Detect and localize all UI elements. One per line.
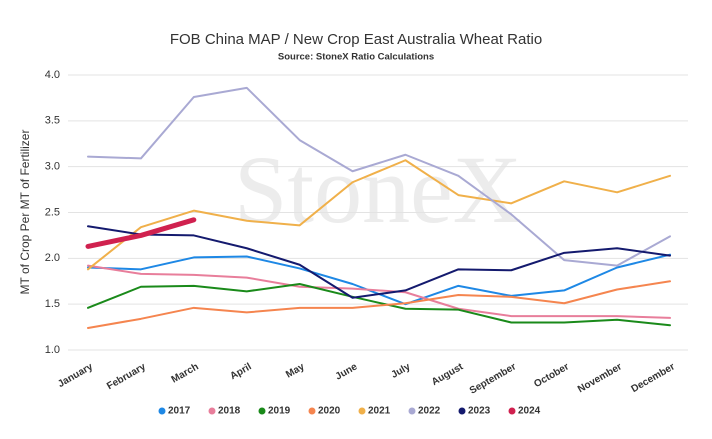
legend-swatch <box>408 407 416 415</box>
series-line <box>87 159 671 271</box>
x-tick-label: May <box>284 361 307 380</box>
legend-label: 2023 <box>468 406 491 417</box>
x-tick-label: April <box>228 361 253 382</box>
legend-label: 2018 <box>218 406 241 417</box>
legend-swatch <box>258 407 266 415</box>
y-tick-label: 3.0 <box>45 161 60 173</box>
legend-swatch <box>158 407 166 415</box>
y-tick-label: 1.5 <box>45 298 60 310</box>
series-line <box>87 280 671 329</box>
x-tick-label: March <box>170 361 201 385</box>
legend-swatch <box>508 407 516 415</box>
chart-title: FOB China MAP / New Crop East Australia … <box>170 31 542 48</box>
y-tick-label: 1.0 <box>45 344 60 356</box>
x-tick-label: December <box>629 361 676 395</box>
legend-label: 2020 <box>318 406 341 417</box>
x-tick-label: July <box>389 361 412 381</box>
chart-subtitle: Source: StoneX Ratio Calculations <box>278 52 434 63</box>
legend-swatch <box>358 407 366 415</box>
legend-label: 2024 <box>518 406 541 417</box>
watermark: StoneX <box>234 136 522 243</box>
x-tick-label: October <box>532 361 571 390</box>
x-tick-label: September <box>468 361 518 396</box>
series-line <box>87 86 671 267</box>
legend-swatch <box>458 407 466 415</box>
y-tick-label: 4.0 <box>45 69 60 81</box>
legend-swatch <box>308 407 316 415</box>
x-tick-label: June <box>334 361 360 382</box>
legend-label: 2022 <box>418 406 441 417</box>
x-tick-label: August <box>430 361 466 388</box>
legend-label: 2019 <box>268 406 291 417</box>
legend-label: 2021 <box>368 406 391 417</box>
x-tick-label: January <box>56 361 95 390</box>
series-line <box>85 217 197 249</box>
series-line <box>87 264 671 319</box>
series-line <box>87 283 671 327</box>
y-tick-label: 3.5 <box>45 115 60 127</box>
y-tick-label: 2.5 <box>45 206 60 218</box>
y-tick-label: 2.0 <box>45 252 60 264</box>
x-tick-label: February <box>105 361 148 392</box>
x-tick-label: November <box>576 361 624 395</box>
legend-label: 2017 <box>168 406 191 417</box>
legend-swatch <box>208 407 216 415</box>
y-axis-label: MT of Crop Per MT of Fertilizer <box>18 130 32 295</box>
series-line <box>87 225 671 299</box>
